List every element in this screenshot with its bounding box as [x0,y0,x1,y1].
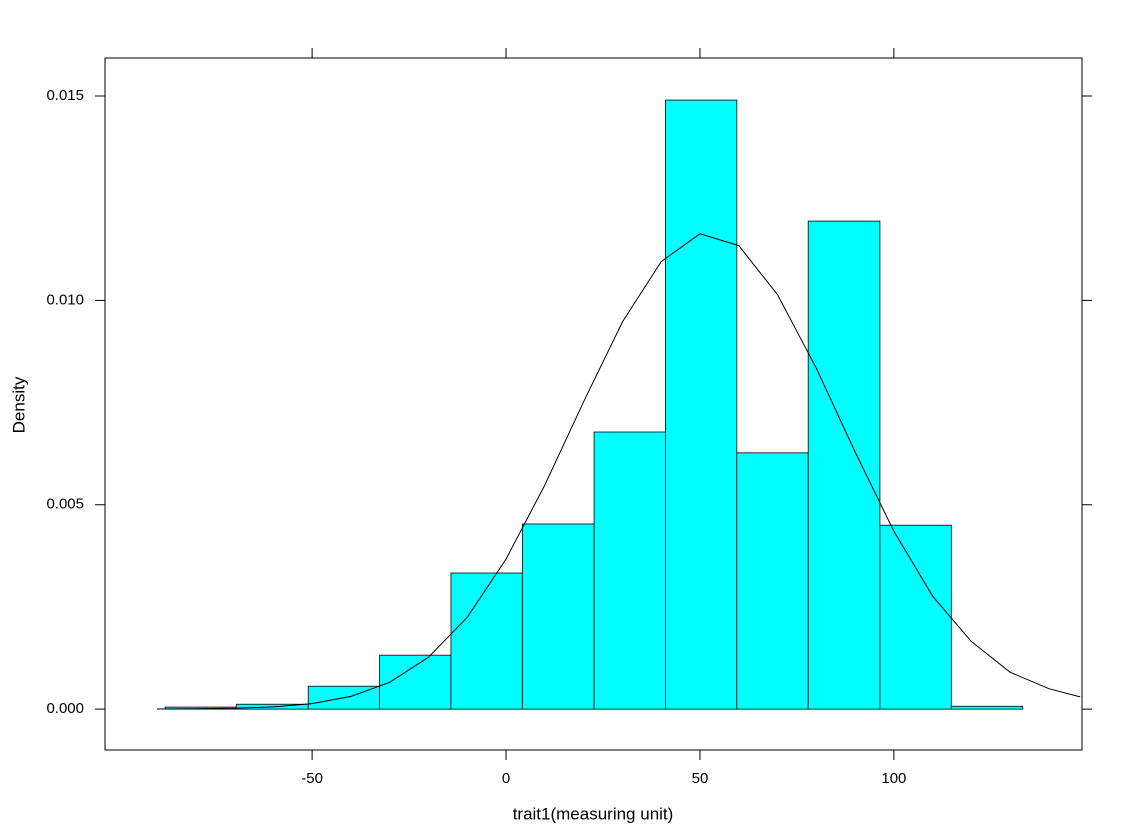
bar [736,452,809,710]
bar [593,431,666,710]
x-tick-label: 50 [692,770,709,787]
bar [379,654,452,710]
y-tick-label: 0.000 [46,700,84,717]
bar [807,220,881,710]
x-tick-label: -50 [301,770,323,787]
bar [950,705,1024,710]
x-tick-label: 0 [502,770,510,787]
y-tick-label: 0.015 [46,87,84,104]
density-curve [156,233,1081,710]
bar [665,99,738,710]
y-axis-label: Density [9,376,28,433]
x-tick-label: 100 [881,770,906,787]
y-tick-label: 0.005 [46,496,84,513]
bar [879,524,952,710]
panel-frame [104,57,1083,751]
bar [521,523,595,710]
bar [450,572,523,710]
x-axis-label: trait1(measuring unit) [513,804,674,823]
y-tick-label: 0.010 [46,291,84,308]
